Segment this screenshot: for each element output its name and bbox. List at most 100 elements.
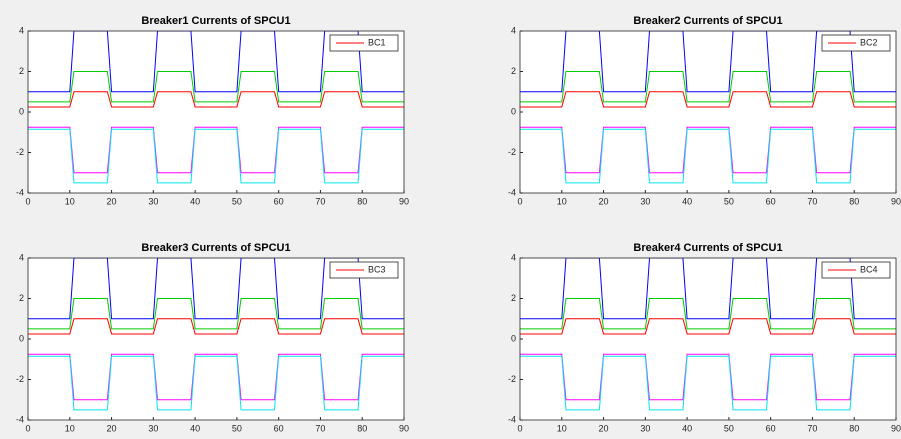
x-tick-label: 60: [274, 423, 284, 433]
y-tick-label: -2: [508, 147, 516, 157]
y-tick-label: -2: [16, 147, 24, 157]
x-tick-label: 70: [807, 196, 817, 206]
x-tick-label: 30: [640, 196, 650, 206]
y-tick-label: 4: [511, 252, 516, 262]
series-line: [520, 355, 896, 411]
x-tick-label: 0: [25, 423, 30, 433]
series-line: [520, 353, 896, 401]
y-tick-label: -4: [508, 414, 516, 424]
x-tick-label: 0: [517, 423, 522, 433]
series-line: [520, 258, 896, 320]
series-line: [520, 128, 896, 184]
chart-title: Breaker3 Currents of SPCU1: [141, 242, 290, 254]
x-tick-label: 60: [766, 423, 776, 433]
x-tick-label: 20: [599, 423, 609, 433]
legend-label: BC4: [860, 264, 878, 274]
x-tick-label: 80: [357, 423, 367, 433]
series-line: [520, 71, 896, 103]
legend: BC2: [821, 34, 891, 52]
x-tick-label: 40: [682, 423, 692, 433]
plot-area: [520, 258, 896, 420]
x-tick-label: 20: [599, 196, 609, 206]
y-tick-label: -2: [16, 374, 24, 384]
x-tick-label: 90: [399, 196, 409, 206]
series-line: [28, 91, 404, 108]
series-line: [28, 31, 404, 93]
y-tick-label: 4: [19, 252, 24, 262]
x-tick-label: 20: [107, 196, 117, 206]
y-tick-label: 0: [19, 106, 24, 116]
x-tick-label: 40: [682, 196, 692, 206]
series-line: [520, 126, 896, 174]
x-tick-label: 70: [807, 423, 817, 433]
series-line: [28, 353, 404, 401]
x-tick-label: 30: [148, 423, 158, 433]
x-tick-label: 80: [357, 196, 367, 206]
lines: [520, 258, 896, 411]
y-tick-label: 0: [511, 333, 516, 343]
x-tick-label: 20: [107, 423, 117, 433]
series-line: [28, 128, 404, 184]
plot-area: [28, 258, 404, 420]
series-line: [520, 318, 896, 335]
chart-title: Breaker2 Currents of SPCU1: [633, 15, 782, 27]
series-line: [28, 318, 404, 335]
legend-label: BC3: [368, 264, 386, 274]
x-tick-label: 80: [849, 423, 859, 433]
x-tick-label: 70: [315, 196, 325, 206]
x-tick-label: 50: [724, 196, 734, 206]
x-tick-label: 0: [517, 196, 522, 206]
legend-label: BC1: [368, 37, 386, 47]
y-tick-label: 4: [19, 25, 24, 35]
x-tick-label: 40: [190, 423, 200, 433]
y-tick-label: -4: [508, 187, 516, 197]
x-tick-label: 10: [557, 423, 567, 433]
x-tick-label: 70: [315, 423, 325, 433]
legend: BC3: [329, 261, 399, 279]
y-tick-label: 2: [511, 66, 516, 76]
plot-area: [520, 31, 896, 193]
series-line: [28, 355, 404, 411]
x-tick-label: 60: [766, 196, 776, 206]
series-line: [28, 71, 404, 103]
x-tick-label: 50: [232, 423, 242, 433]
x-tick-label: 10: [557, 196, 567, 206]
chart-title: Breaker4 Currents of SPCU1: [633, 242, 782, 254]
series-line: [28, 258, 404, 320]
legend: BC4: [821, 261, 891, 279]
y-tick-label: 2: [19, 66, 24, 76]
y-tick-label: 4: [511, 25, 516, 35]
legend-label: BC2: [860, 37, 878, 47]
x-tick-label: 10: [65, 423, 75, 433]
plot-area: [28, 31, 404, 193]
axes: Breaker3 Currents of SPCU1 0 10 20 30 40 50 60 7…: [16, 242, 409, 433]
chart-title: Breaker1 Currents of SPCU1: [141, 15, 290, 27]
lines: [28, 31, 404, 184]
series-line: [520, 298, 896, 330]
x-tick-label: 30: [640, 423, 650, 433]
x-tick-label: 50: [724, 423, 734, 433]
y-tick-label: -4: [16, 414, 24, 424]
y-tick-label: 0: [511, 106, 516, 116]
series-line: [520, 31, 896, 93]
y-tick-label: -4: [16, 187, 24, 197]
lines: [28, 258, 404, 411]
x-tick-label: 90: [399, 423, 409, 433]
x-tick-label: 40: [190, 196, 200, 206]
x-tick-label: 90: [891, 196, 901, 206]
series-line: [520, 91, 896, 108]
series-line: [28, 126, 404, 174]
x-tick-label: 90: [891, 423, 901, 433]
y-tick-label: 2: [511, 293, 516, 303]
x-tick-label: 60: [274, 196, 284, 206]
legend: BC1: [329, 34, 399, 52]
x-tick-label: 0: [25, 196, 30, 206]
series-line: [28, 298, 404, 330]
x-tick-label: 30: [148, 196, 158, 206]
x-tick-label: 50: [232, 196, 242, 206]
y-tick-label: -2: [508, 374, 516, 384]
